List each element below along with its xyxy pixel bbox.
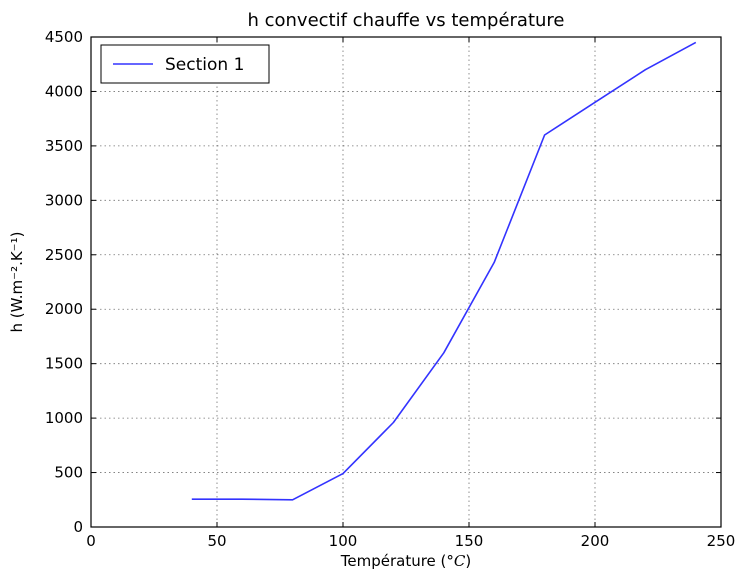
x-tick-label: 100 [329,532,358,550]
plot-frame [90,36,722,528]
chart-title: h convectif chauffe vs température [247,10,564,31]
y-tick-label: 3000 [45,191,83,209]
y-tick-label: 1000 [45,409,83,427]
y-tick-label: 3500 [45,137,83,155]
legend: Section 1 [100,44,270,84]
y-tick-label: 2000 [45,300,83,318]
x-tick-label: 250 [707,532,736,550]
x-tick-label: 50 [207,532,226,550]
grid-lines [90,36,722,528]
series-line-section-1 [191,41,697,501]
x-axis-title-unit: °C [446,552,466,570]
y-tick-label: 1500 [45,355,83,373]
axis-ticks: 0 50 100 150 200 2500500100015002000250030003… [45,28,736,550]
x-axis-title: Température (°C) [340,552,471,570]
x-tick-label: 200 [581,532,610,550]
x-axis-title-text: Température ( [340,552,447,570]
x-tick-label: 150 [455,532,484,550]
y-tick-label: 4500 [45,28,83,46]
y-tick-label: 2500 [45,246,83,264]
y-tick-label: 0 [73,518,83,536]
x-tick-label: 0 [86,532,96,550]
legend-label-section-1: Section 1 [165,55,244,75]
y-axis-title: h (W.m⁻².K⁻¹) [8,232,26,333]
series-layer [191,41,697,501]
y-tick-label: 4000 [45,82,83,100]
x-axis-title-close: ) [465,552,471,570]
y-tick-label: 500 [54,464,83,482]
